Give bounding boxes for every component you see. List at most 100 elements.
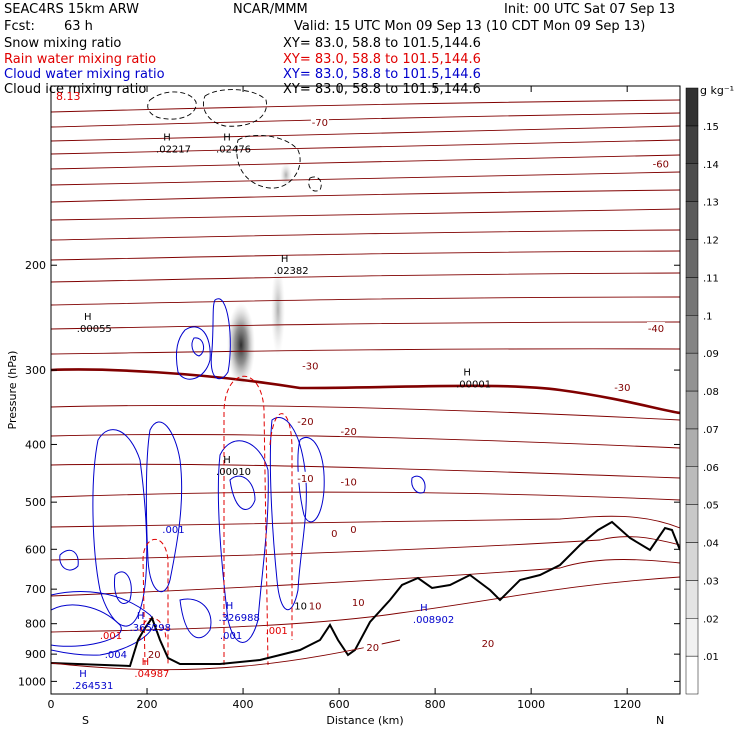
cloud-water-contour <box>210 298 231 380</box>
isotherm-label-bg <box>344 523 363 535</box>
isotherm-label: -10 <box>297 474 313 485</box>
isotherm-label-bg <box>296 471 315 483</box>
isotherm-line <box>51 154 680 170</box>
colorbar-swatch <box>685 655 699 695</box>
rain-water-contours <box>139 375 293 666</box>
valid-time: Valid: 15 UTC Mon 09 Sep 13 (10 CDT Mon … <box>294 19 645 34</box>
field-xy-cloud-water: XY= 83.0, 58.8 to 101.5,144.6 <box>283 67 481 82</box>
cloud-water-contour <box>59 549 79 571</box>
extremum-marker: H <box>223 455 231 466</box>
colorbar-label: .06 <box>703 463 719 474</box>
colorbar-swatch <box>685 277 699 316</box>
x-tick-label: 200 <box>137 698 158 711</box>
x-tick-label: 800 <box>425 698 446 711</box>
contour-value-label: 10 <box>294 601 307 612</box>
isotherm-label: 0 <box>350 525 356 536</box>
isotherm-line <box>51 139 680 155</box>
extremum-marker: H <box>163 133 171 144</box>
plot-area <box>51 89 680 671</box>
contour-value-label: .001 <box>220 631 242 642</box>
cloud-water-contour <box>92 429 148 627</box>
isotherm-label: -30 <box>614 383 630 394</box>
extremum-value: .02382 <box>274 266 309 277</box>
isotherm-line <box>51 321 680 330</box>
isotherm-label-bg <box>301 359 320 371</box>
extremum-marker: H <box>137 611 145 622</box>
isotherm-label: -20 <box>297 417 313 428</box>
isotherm-label-bg <box>306 599 325 611</box>
isotherm-line <box>51 404 680 421</box>
rain-water-contour <box>223 375 269 666</box>
colorbar-label: .14 <box>703 160 719 171</box>
y-tick-label: 900 <box>25 648 46 661</box>
field-xy-rain: XY= 83.0, 58.8 to 101.5,144.6 <box>283 52 481 67</box>
isotherm-line <box>51 463 680 479</box>
colorbar-label: .1 <box>703 311 713 322</box>
colorbar-label: .08 <box>703 387 719 398</box>
colorbar-swatch <box>685 315 699 354</box>
model-title: SEAC4RS 15km ARW <box>4 2 139 17</box>
isotherm-line <box>51 639 401 671</box>
extremum-marker: H <box>281 254 289 265</box>
colorbar-swatch <box>685 125 699 164</box>
y-tick-label: 400 <box>25 438 46 451</box>
extremum-marker: H <box>226 601 234 612</box>
isotherm-label-bg <box>349 595 368 607</box>
colorbar-label: .13 <box>703 198 719 209</box>
isotherm-label: -10 <box>341 478 357 489</box>
contour-value-label: .001 <box>266 626 288 637</box>
x-tick-label: 1000 <box>517 698 545 711</box>
extremum-value: .365298 <box>130 623 171 634</box>
extremum-marker: H <box>223 133 231 144</box>
colorbar-swatch <box>685 352 699 392</box>
isotherm-line <box>51 112 680 128</box>
corner-value: 8.13 <box>56 90 81 103</box>
isotherm-line <box>51 208 680 221</box>
temperature-isotherms <box>51 99 680 633</box>
x-axis-title: Distance (km) <box>326 714 403 727</box>
isotherm-line <box>51 189 680 203</box>
extremum-marker: H <box>142 657 150 668</box>
extremum-value: .326988 <box>218 613 259 624</box>
cloud-water-contour <box>179 598 212 639</box>
init-time: Init: 00 UTC Sat 07 Sep 13 <box>504 2 675 17</box>
isotherm-label: -20 <box>341 427 357 438</box>
extremum-value: .02217 <box>156 145 191 156</box>
colorbar-swatch <box>685 466 699 505</box>
cloud-ice-shading <box>227 303 255 387</box>
isotherm-label: -60 <box>653 160 669 171</box>
cloud-water-contour <box>113 571 132 605</box>
isotherm-label: -70 <box>312 118 328 129</box>
isotherm-label-bg <box>310 116 329 128</box>
cloud-water-contour <box>411 475 426 494</box>
colorbar: .01 .02 .03 .04 .05 .06 .07 .08 .09 .1 .11 .12 .13 .1… <box>685 87 719 695</box>
extremum-value: .264531 <box>72 681 113 692</box>
extremum-value: .04987 <box>134 669 169 680</box>
y-tick-label: 600 <box>25 543 46 556</box>
colorbar-swatch <box>685 201 699 240</box>
snow-contour <box>308 176 322 192</box>
colorbar-swatch <box>685 163 699 202</box>
extremum-value: .00010 <box>216 467 251 478</box>
terrain-profile <box>51 520 680 668</box>
isotherm-label-bg <box>339 475 358 487</box>
isotherm-label: 10 <box>309 601 322 612</box>
isotherm-label-bg <box>478 636 497 648</box>
isotherm-label: 20 <box>482 639 495 650</box>
south-label: S <box>82 714 89 727</box>
field-xy-cloud-ice: XY= 83.0, 58.8 to 101.5,144.6 <box>283 82 481 97</box>
snow-contour <box>236 135 301 189</box>
cloud-water-contour <box>229 475 256 510</box>
isotherm-label-bg <box>339 425 358 437</box>
contour-value-label: .001 <box>162 525 184 536</box>
contour-value-label: 20 <box>148 650 161 661</box>
colorbar-label: .09 <box>703 349 719 360</box>
x-tick-label: 400 <box>233 698 254 711</box>
extremum-value: .00055 <box>77 324 112 335</box>
axes: 0 200 400 600 800 1000 12002003004005006007008… <box>18 86 680 711</box>
field-name-cloud-water: Cloud water mixing ratio <box>4 67 165 82</box>
x-tick-label: 0 <box>48 698 55 711</box>
field-xy-snow: XY= 83.0, 58.8 to 101.5,144.6 <box>283 36 481 51</box>
